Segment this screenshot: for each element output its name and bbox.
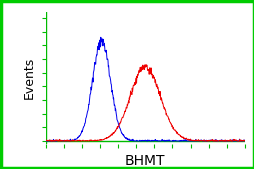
X-axis label: BHMT: BHMT [125,154,165,168]
Y-axis label: Events: Events [22,57,35,99]
